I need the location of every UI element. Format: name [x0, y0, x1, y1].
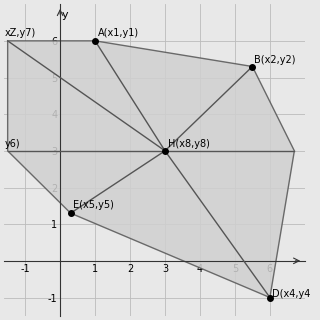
Text: y6): y6) [5, 139, 20, 149]
Text: H(x8,y8): H(x8,y8) [168, 139, 210, 149]
Text: B(x2,y2): B(x2,y2) [254, 55, 296, 65]
Polygon shape [8, 41, 294, 298]
Text: E(x5,y5): E(x5,y5) [73, 200, 114, 210]
Text: A(x1,y1): A(x1,y1) [98, 28, 139, 38]
Text: D(x4,y4: D(x4,y4 [272, 289, 310, 299]
Text: y: y [62, 10, 68, 20]
Text: xZ,y7): xZ,y7) [5, 28, 36, 38]
